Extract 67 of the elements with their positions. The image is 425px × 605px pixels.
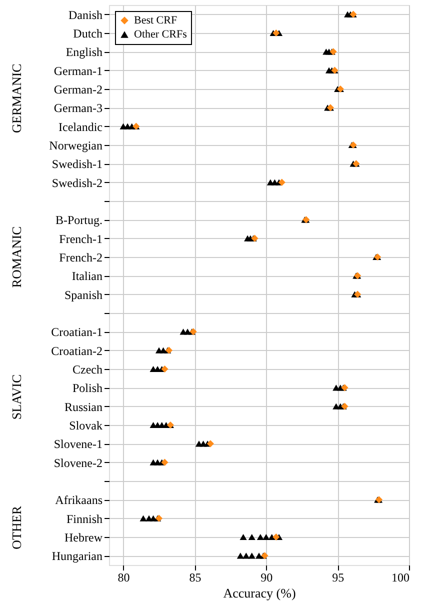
point: [272, 533, 280, 541]
point: [278, 178, 286, 186]
point: [195, 440, 203, 447]
point: [248, 552, 256, 559]
text: ROMANIC: [9, 226, 24, 288]
point: [262, 534, 270, 540]
text: GERMANIC: [9, 64, 24, 134]
point: [272, 29, 280, 37]
y-tick-label: Slovak: [69, 418, 102, 432]
y-tick-label: Icelandic: [58, 120, 102, 134]
point: [240, 534, 247, 540]
x-tick-label: 85: [189, 570, 202, 584]
y-tick-label: Spanish: [64, 288, 102, 302]
y-tick-label: Dutch: [73, 26, 102, 40]
point: [322, 48, 330, 55]
y-tick-label: Afrikaans: [55, 493, 103, 508]
x-tick-label: 100: [392, 570, 410, 584]
y-tick-label: Hebrew: [64, 530, 103, 544]
legend-label: Other CRFs: [134, 28, 187, 40]
point: [145, 515, 153, 522]
y-tick-label: Slovene-1: [54, 437, 102, 452]
point: [332, 403, 340, 410]
y-tick-label: Croatian-2: [51, 344, 102, 358]
point: [256, 534, 264, 540]
point: [248, 534, 256, 540]
y-tick-label: French-2: [59, 250, 102, 264]
y-tick-label: Norwegian: [49, 138, 102, 152]
y-tick-label: Danish: [68, 8, 102, 22]
y-tick-label: Swedish-2: [52, 176, 102, 190]
x-tick-label: 90: [260, 570, 273, 584]
y-tick-label: German-1: [54, 64, 102, 78]
point: [266, 179, 274, 186]
point: [161, 365, 168, 373]
point: [236, 552, 244, 559]
point: [161, 458, 168, 466]
point: [155, 347, 163, 354]
point: [120, 123, 127, 130]
y-tick-label: German-3: [54, 101, 102, 116]
y-tick-label: Hungarian: [52, 549, 102, 564]
point: [140, 515, 147, 522]
text: SLAVIC: [9, 374, 24, 420]
point: [206, 440, 214, 448]
y-tick-label: Czech: [72, 362, 102, 376]
x-tick-label: 80: [118, 570, 130, 584]
y-tick-label: English: [66, 45, 102, 60]
y-tick-label: B-Portug.: [55, 213, 102, 228]
point: [332, 384, 340, 391]
y-tick-label: French-1: [59, 232, 102, 246]
legend-label: Best CRF: [134, 14, 178, 26]
point: [325, 67, 333, 74]
y-tick-label: German-2: [54, 82, 102, 96]
point: [150, 459, 157, 466]
x-axis-title: Accuracy (%): [223, 586, 296, 600]
x-tick-label: 95: [332, 570, 344, 584]
point: [180, 328, 187, 335]
point: [255, 552, 263, 559]
y-tick-label: Finnish: [66, 512, 102, 526]
text: OTHER: [9, 506, 24, 550]
y-tick-label: Swedish-1: [52, 157, 102, 172]
point: [242, 552, 250, 559]
y-tick-label: Italian: [72, 269, 102, 284]
y-tick-label: Croatian-1: [51, 325, 102, 340]
point: [244, 235, 252, 242]
y-tick-label: Russian: [64, 400, 102, 414]
point: [344, 11, 352, 18]
y-tick-label: Slovene-2: [54, 456, 102, 470]
y-tick-label: Polish: [72, 381, 102, 396]
